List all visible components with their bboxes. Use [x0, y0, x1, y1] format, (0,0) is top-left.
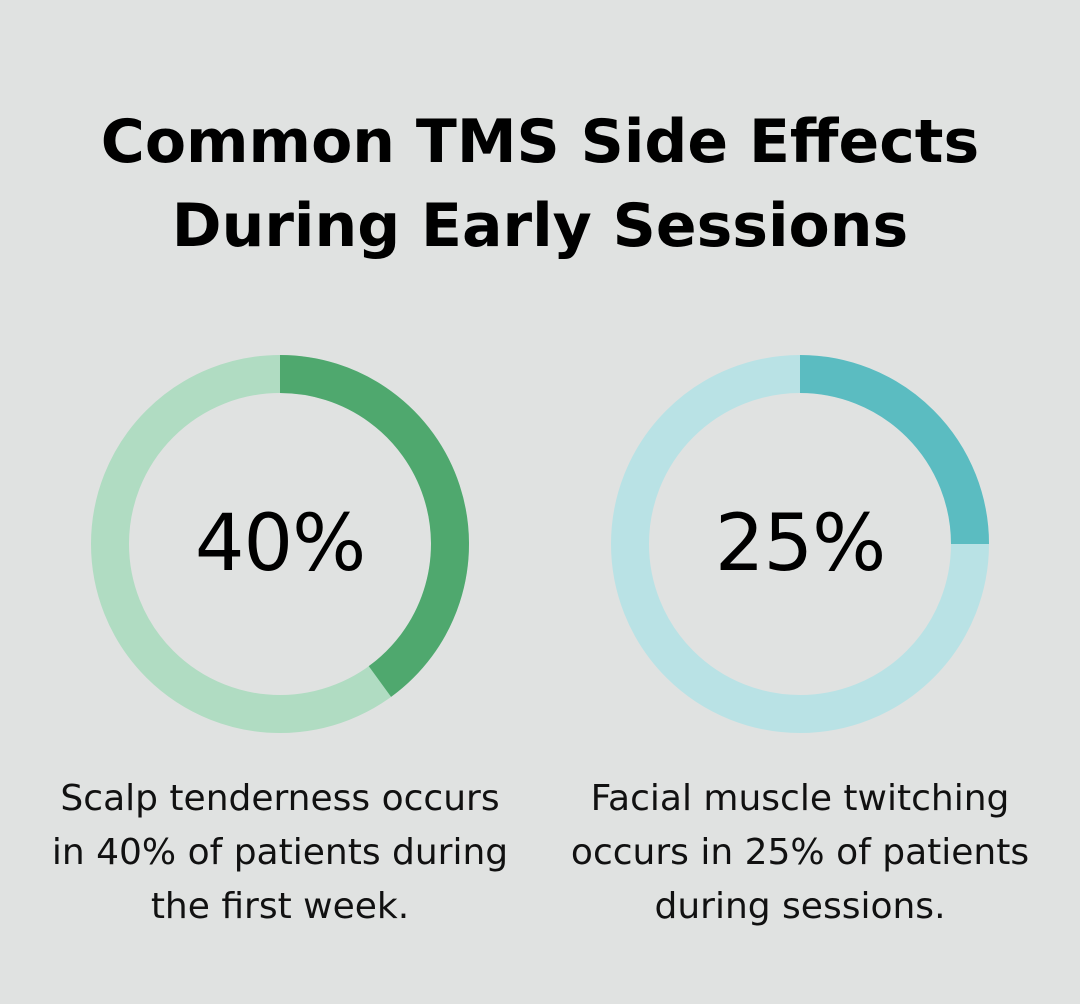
- caption-line: the first week.: [150, 886, 410, 927]
- page-title: Common TMS Side Effects During Early Ses…: [0, 100, 1080, 268]
- caption-line: occurs in 25% of patients: [570, 832, 1030, 873]
- title-line-1: Common TMS Side Effects: [100, 107, 980, 177]
- caption-line: during sessions.: [654, 886, 946, 927]
- donut-svg-facial-twitching: [611, 355, 989, 733]
- donut-center-value: 40%: [194, 499, 366, 589]
- donut-chart-scalp-tenderness: 40%: [90, 354, 470, 734]
- caption-scalp-tenderness: Scalp tenderness occurs in 40% of patien…: [40, 772, 520, 934]
- donut-chart-facial-twitching: 25%: [610, 354, 990, 734]
- donut-center-value: 25%: [714, 499, 886, 589]
- title-line-2: During Early Sessions: [171, 191, 909, 261]
- caption-line: in 40% of patients during: [51, 832, 509, 873]
- caption-line: Facial muscle twitching: [590, 778, 1010, 819]
- caption-facial-twitching: Facial muscle twitching occurs in 25% of…: [560, 772, 1040, 934]
- donut-value-arc-scalp-tenderness: [279, 355, 469, 697]
- caption-line: Scalp tenderness occurs: [60, 778, 500, 819]
- donut-value-arc-facial-twitching: [799, 355, 989, 545]
- donut-svg-scalp-tenderness: [91, 355, 469, 733]
